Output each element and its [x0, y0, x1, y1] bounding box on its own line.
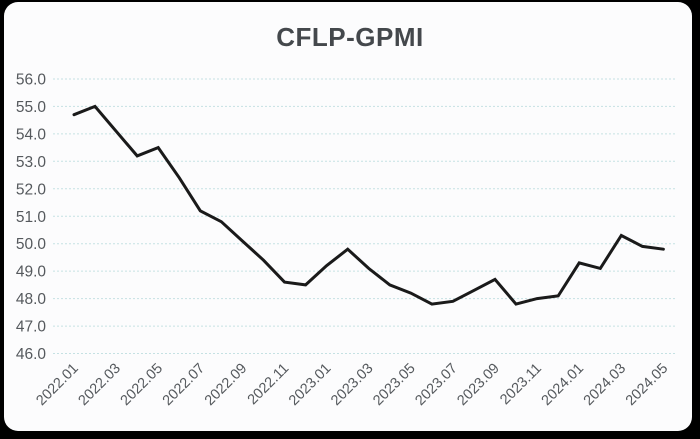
data-line — [72, 104, 665, 306]
y-tick-label: 47.0 — [16, 319, 47, 336]
x-tick-label: 2024.03 — [581, 361, 629, 409]
x-tick-label: 2023.01 — [286, 361, 334, 409]
x-axis-labels: 2022.012022.032022.052022.072022.092022.… — [33, 361, 671, 409]
x-tick-label: 2022.07 — [160, 361, 208, 409]
x-tick-label: 2023.03 — [328, 361, 376, 409]
x-tick-label: 2023.09 — [454, 361, 502, 409]
x-tick-label: 2022.03 — [76, 361, 124, 409]
y-tick-label: 50.0 — [16, 236, 47, 253]
y-tick-label: 54.0 — [16, 126, 47, 143]
x-tick-label: 2024.01 — [539, 361, 587, 409]
x-tick-label: 2023.07 — [412, 361, 460, 409]
x-tick-label: 2023.05 — [370, 361, 418, 409]
x-tick-label: 2024.05 — [623, 361, 671, 409]
y-tick-label: 52.0 — [16, 181, 47, 198]
y-tick-label: 49.0 — [16, 264, 47, 281]
y-tick-label: 53.0 — [16, 154, 47, 171]
y-tick-label: 46.0 — [16, 346, 47, 363]
y-tick-label: 56.0 — [16, 72, 47, 89]
x-tick-label: 2022.09 — [202, 361, 250, 409]
y-gridlines — [53, 78, 675, 354]
x-tick-label: 2023.11 — [497, 361, 545, 409]
x-tick-label: 2022.01 — [33, 361, 81, 409]
y-tick-label: 51.0 — [16, 209, 47, 226]
y-tick-label: 55.0 — [16, 99, 47, 116]
y-axis-labels: 46.0 47.0 48.0 49.0 50.0 51.0 52.0 53.0 54.0 55.0… — [16, 72, 47, 364]
y-tick-label: 48.0 — [16, 291, 47, 308]
page-title: CFLP-GPMI — [276, 22, 424, 52]
x-tick-label: 2022.05 — [118, 361, 166, 409]
x-tick-label: 2022.11 — [245, 361, 293, 409]
